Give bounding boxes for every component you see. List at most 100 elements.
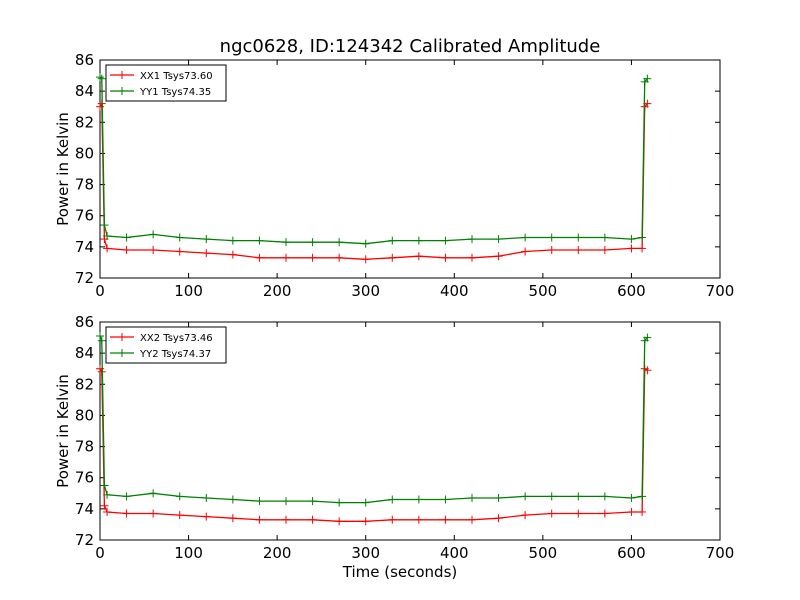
data-point: [149, 489, 158, 498]
data-point: [122, 233, 131, 242]
data-point: [414, 252, 423, 261]
data-point: [494, 493, 503, 502]
y-axis-label: Power in Kelvin: [54, 112, 72, 226]
data-point: [122, 245, 131, 254]
x-tick-label: 600: [617, 282, 646, 300]
data-point: [308, 497, 317, 506]
y-tick-label: 76: [75, 207, 94, 225]
data-point: [643, 74, 652, 83]
x-tick-label: 400: [440, 544, 469, 562]
data-point: [103, 244, 112, 253]
x-axis-label: Time (seconds): [342, 563, 458, 581]
data-point: [600, 245, 609, 254]
data-point: [202, 512, 211, 521]
data-point: [228, 514, 237, 523]
data-point: [228, 250, 237, 259]
data-point: [547, 492, 556, 501]
data-point: [521, 511, 530, 520]
data-point: [96, 332, 104, 341]
data-point: [122, 509, 131, 518]
data-point: [228, 495, 237, 504]
data-point: [282, 238, 290, 247]
data-point: [282, 253, 290, 262]
data-point: [388, 253, 397, 262]
data-point: [100, 221, 109, 230]
legend: XX1 Tsys73.60 YY1 Tsys74.35: [105, 64, 227, 102]
data-point: [282, 497, 290, 506]
data-point: [494, 252, 503, 261]
data-point: [255, 515, 264, 524]
data-point: [574, 245, 583, 254]
data-point: [255, 497, 264, 506]
y-tick-label: 76: [75, 469, 94, 487]
x-tick-label: 0: [95, 282, 105, 300]
series-1: [96, 99, 652, 264]
data-point: [175, 247, 184, 256]
y-tick-label: 86: [75, 313, 94, 331]
data-point: [202, 249, 211, 258]
data-point: [441, 253, 450, 262]
plot-panel-1: 0 100 200 300 400 500 600 700 72 74 76 78 80 82 84 86 Po…: [54, 51, 734, 300]
y-tick-label: 84: [75, 344, 94, 362]
data-point: [255, 236, 264, 245]
data-point: [468, 493, 476, 502]
data-point: [468, 515, 476, 524]
data-point: [335, 238, 344, 247]
x-axis-ticks: 0 100 200 300 400 500 600 700: [95, 60, 734, 300]
y-tick-label: 82: [75, 375, 94, 393]
data-point: [441, 236, 450, 245]
data-point: [361, 498, 370, 507]
data-point: [100, 501, 109, 510]
data-point: [388, 495, 397, 504]
x-tick-label: 300: [351, 282, 380, 300]
y-tick-label: 78: [75, 438, 94, 456]
data-point: [149, 230, 158, 239]
legend-box: [105, 64, 227, 102]
data-point: [468, 253, 476, 262]
data-point: [97, 336, 106, 345]
legend-entry: YY2 Tsys74.37: [139, 349, 211, 360]
series-2: [96, 332, 652, 507]
y-tick-label: 80: [75, 144, 94, 162]
y-tick-label: 80: [75, 406, 94, 424]
y-tick-label: 84: [75, 82, 94, 100]
x-tick-label: 200: [263, 282, 292, 300]
data-point: [335, 498, 344, 507]
legend-entry: XX2 Tsys73.46: [140, 333, 213, 344]
data-point: [308, 515, 317, 524]
data-point: [547, 509, 556, 518]
plot-panel-2: 0 100 200 300 400 500 600 700 72 74 76 78 80 82 84 86 Po…: [54, 313, 734, 581]
data-point: [202, 493, 211, 502]
y-tick-label: 72: [75, 531, 94, 549]
data-point: [414, 515, 423, 524]
x-tick-label: 700: [706, 282, 735, 300]
data-point: [103, 507, 112, 516]
data-point: [521, 492, 530, 501]
data-point: [175, 233, 184, 242]
data-point: [388, 236, 397, 245]
x-tick-label: 100: [174, 544, 203, 562]
x-tick-label: 300: [351, 544, 380, 562]
data-point: [638, 244, 647, 253]
data-point: [638, 492, 647, 501]
data-point: [627, 235, 636, 244]
data-point: [600, 233, 609, 242]
legend: XX2 Tsys73.46 YY2 Tsys74.37: [105, 326, 227, 364]
data-point: [627, 507, 636, 516]
data-point: [228, 236, 237, 245]
y-tick-label: 78: [75, 176, 94, 194]
data-point: [521, 233, 530, 242]
data-point: [414, 236, 423, 245]
chart-title: ngc0628, ID:124342 Calibrated Amplitude: [220, 36, 601, 57]
y-tick-label: 86: [75, 51, 94, 69]
data-point: [149, 245, 158, 254]
y-tick-label: 82: [75, 113, 94, 131]
data-point: [638, 507, 647, 516]
x-tick-label: 100: [174, 282, 203, 300]
data-point: [638, 233, 647, 242]
data-point: [494, 514, 503, 523]
data-point: [547, 233, 556, 242]
data-point: [255, 253, 264, 262]
data-point: [175, 511, 184, 520]
data-point: [202, 235, 211, 244]
